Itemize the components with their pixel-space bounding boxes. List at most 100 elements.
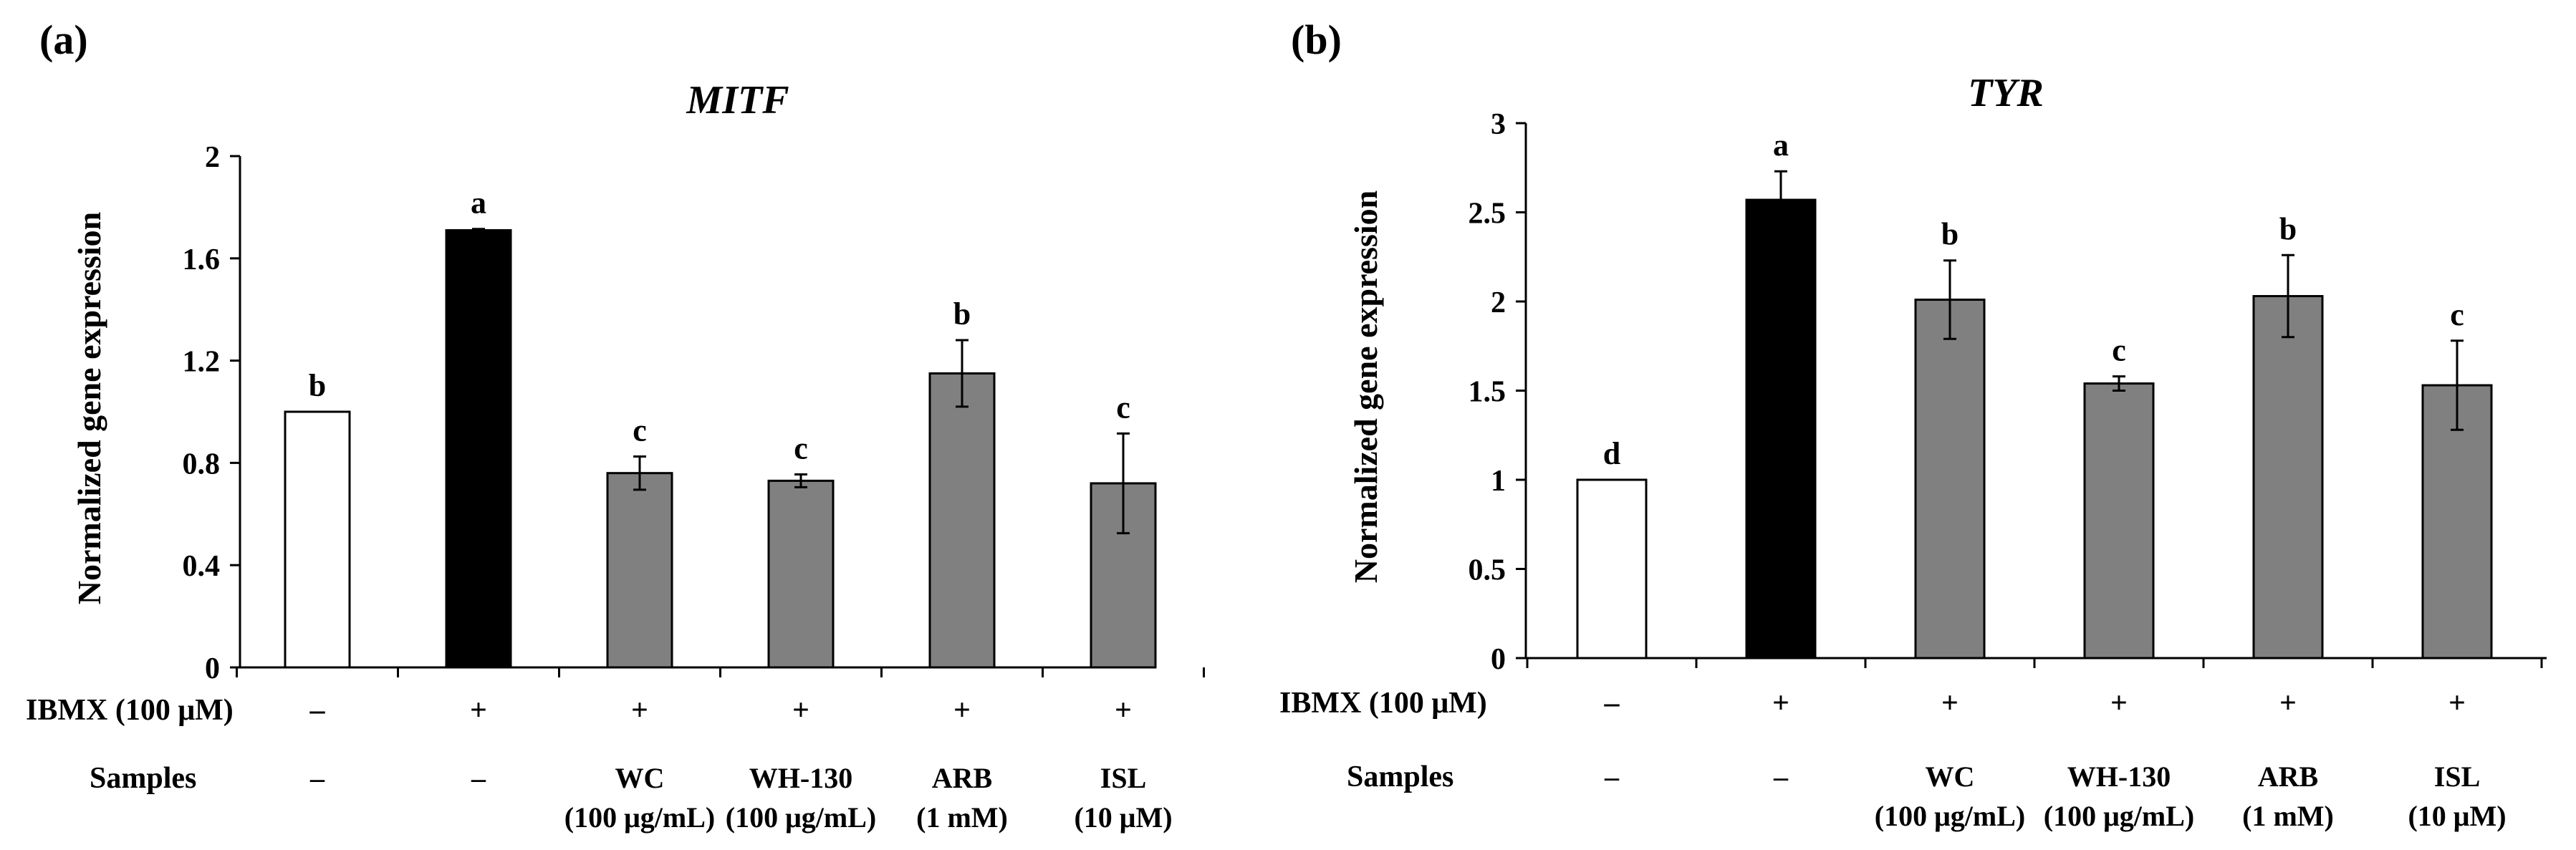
panel-b-bar-ibmx (1745, 198, 1817, 660)
panel-b-sample-row-value: WH-130 (2067, 760, 2171, 793)
panel-a-sample-row-value: WH-130 (749, 762, 852, 794)
panel-b-ibmx-row-value: + (2110, 687, 2128, 720)
panel-b-significance-letter: d (1603, 436, 1620, 471)
panel-a-bar-control (284, 410, 351, 669)
panel-a-mitf: (a) MITF Normalized gene expression IBMX… (26, 16, 1205, 834)
panel-a-error-bar (956, 339, 969, 408)
panel-b-bar-control (1576, 478, 1648, 660)
panel-b-error-bar (1943, 259, 1956, 340)
panel-b-y-tick-label: 2 (1491, 286, 1506, 319)
panel-b-sample-row-value: WC (1926, 760, 1975, 793)
panel-b-y-tick-label: 0.5 (1469, 554, 1506, 587)
panel-b-error-bar (2451, 339, 2464, 431)
panel-b-title: TYR (1968, 71, 2044, 115)
panel-a-significance-letters: b a c c b c (309, 185, 1130, 466)
panel-b-y-tick-label: 1.5 (1469, 376, 1506, 409)
panel-a-significance-letter: b (309, 368, 326, 403)
panel-a-ibmx-row-value: + (1115, 694, 1132, 727)
panel-a-y-tick-label: 0.4 (183, 550, 221, 583)
panel-b-sample-row-value: (100 μg/mL) (2044, 800, 2194, 832)
panel-b-samples-row-label: Samples (1347, 760, 1453, 793)
panel-b-label: (b) (1291, 16, 1342, 63)
panel-a-bar-arb (928, 372, 996, 669)
panel-a-bar-wh-130 (767, 479, 835, 669)
panel-a-sample-row-value: (100 μg/mL) (564, 801, 715, 834)
panel-a-significance-letter: a (471, 185, 486, 221)
panel-b-significance-letter: a (1773, 127, 1789, 163)
panel-b-bar-arb (2252, 295, 2324, 660)
panel-a-sample-row-value: – (309, 762, 325, 794)
panel-b-yticks: 0 0.5 1 1.5 2 2.5 3 (1469, 108, 1526, 676)
panel-b-sample-row-value: (100 μg/mL) (1875, 800, 2025, 832)
panel-b-bars (1576, 198, 2493, 660)
panel-a-bar-ibmx (445, 229, 512, 669)
panel-b-error-bar (2113, 375, 2125, 392)
panel-a-title: MITF (686, 78, 789, 122)
panel-a-bar-wc (606, 472, 673, 669)
panel-a-ibmx-row-label: IBMX (100 μM) (26, 694, 234, 727)
panel-a-significance-letter: c (1116, 390, 1130, 425)
panel-a-ibmx-row-value: + (792, 694, 809, 727)
panel-a-x-rows: – – + – + WC (100 μg/mL) + WH-130 (100 μg/mL) + ARB… (309, 694, 1173, 834)
panel-a-sample-row-value: – (471, 762, 486, 794)
panel-a-y-tick-label: 0 (205, 652, 220, 685)
panel-a-yticks: 0 0.4 0.8 1.2 1.6 2 (183, 141, 240, 685)
panel-b-significance-letters: d a b c b c (1603, 127, 2464, 471)
panel-a-sample-row-value: (100 μg/mL) (726, 801, 876, 834)
panel-b-significance-letter: b (1941, 217, 1959, 252)
panel-a-sample-row-value: (10 μM) (1074, 801, 1172, 834)
panel-b-bar-wh-130 (2083, 382, 2155, 660)
panel-b-ibmx-row-value: – (1604, 687, 1620, 720)
panel-a-ylabel: Normalized gene expression (71, 212, 107, 605)
panel-b-tyr: (b) TYR Normalized gene expression IBMX … (1279, 16, 2547, 832)
panel-a-error-bar (794, 473, 807, 488)
panel-a-label: (a) (39, 16, 88, 63)
panel-a-error-bars (472, 228, 1130, 535)
panel-a-y-tick-label: 0.8 (183, 448, 221, 480)
panel-b-error-bar (1774, 170, 1787, 230)
panel-b-significance-letter: b (2279, 211, 2297, 246)
panel-b-bar-wc (1914, 299, 1986, 660)
panel-b-sample-row-value: (10 μM) (2408, 800, 2506, 832)
panel-a-significance-letter: b (953, 296, 971, 332)
panel-b-y-tick-label: 2.5 (1469, 198, 1506, 231)
panel-a-y-tick-label: 2 (205, 141, 220, 174)
panel-a-ibmx-row-value: + (953, 694, 971, 727)
panel-b-x-rows: – – + – + WC (100 μg/mL) + WH-130 (100 μg/mL) + ARB… (1604, 687, 2507, 832)
panel-b-axes (1524, 123, 2547, 668)
panel-b-sample-row-value: ARB (2258, 760, 2318, 793)
panel-b-ibmx-row-value: + (1772, 687, 1789, 720)
panel-b-sample-row-value: – (1604, 760, 1620, 793)
panel-b-y-tick-label: 3 (1491, 108, 1506, 141)
panel-b-error-bar (2282, 253, 2294, 339)
panel-b-ibmx-row-value: + (2448, 687, 2466, 720)
panel-a-axes (236, 156, 1205, 677)
panel-b-sample-row-value: – (1773, 760, 1789, 793)
panel-a-bars (284, 229, 1157, 669)
panel-b-sample-row-value: (1 mM) (2242, 800, 2334, 832)
panel-a-y-tick-label: 1.2 (183, 346, 221, 379)
panel-b-y-tick-label: 0 (1491, 643, 1506, 676)
panel-a-samples-row-label: Samples (90, 762, 196, 795)
panel-a-ibmx-row-value: + (470, 694, 487, 727)
panel-a-ibmx-row-value: – (309, 694, 326, 727)
panel-a-sample-row-value: ISL (1100, 762, 1147, 794)
panel-b-ibmx-row-value: + (1941, 687, 1959, 720)
panel-a-sample-row-value: ARB (932, 762, 992, 794)
panel-a-sample-row-value: WC (615, 762, 665, 794)
panel-a-significance-letter: c (794, 430, 808, 465)
panel-b-error-bars (1774, 170, 2464, 431)
panel-b-ylabel: Normalized gene expression (1347, 190, 1384, 584)
panel-b-significance-letter: c (2112, 333, 2126, 368)
panel-a-y-tick-label: 1.6 (183, 243, 221, 276)
panel-a-ibmx-row-value: + (631, 694, 648, 727)
panel-a-error-bar (472, 228, 485, 233)
panel-b-ibmx-row-label: IBMX (100 μM) (1279, 687, 1487, 720)
panel-a-error-bar (633, 455, 646, 491)
panel-b-ibmx-row-value: + (2279, 687, 2297, 720)
panel-a-sample-row-value: (1 mM) (916, 801, 1008, 834)
panel-b-significance-letter: c (2450, 297, 2464, 332)
panel-b-sample-row-value: ISL (2434, 760, 2481, 793)
panel-b-y-tick-label: 1 (1491, 465, 1506, 498)
